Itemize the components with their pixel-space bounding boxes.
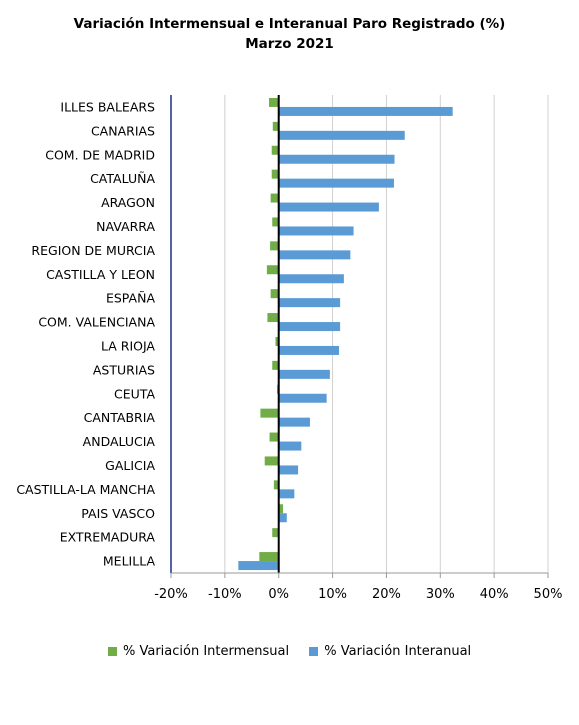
chart-subtitle: Marzo 2021 [245,36,334,52]
category-label: LA RIOJA [101,338,155,353]
bar-intermensual [272,121,279,131]
bar-intermensual [269,97,279,107]
bar-interanual [278,298,341,308]
bar-interanual [278,465,299,475]
bar-interanual [278,226,354,236]
x-tick-label: -10% [208,587,242,602]
legend-label-interanual: % Variación Interanual [324,644,472,659]
bar-interanual [238,561,279,571]
bar-intermensual [272,217,279,227]
bar-interanual [278,369,330,379]
chart-title-main: Variación Intermensual e Interanual Paro… [73,16,506,32]
x-tick-label: 10% [318,587,347,602]
category-label: GALICIA [105,458,155,473]
bar-interanual [278,489,295,499]
x-tick-label: -20% [154,587,188,602]
bar-interanual [278,202,379,212]
bar-intermensual [273,480,279,490]
x-tick-label: 0% [268,587,289,602]
bar-intermensual [272,528,279,538]
bar-interanual [278,322,341,332]
category-label: CASTILLA Y LEON [46,267,155,282]
bar-interanual [278,513,287,523]
category-label: CEUTA [114,386,155,401]
category-label: ASTURIAS [93,362,155,377]
category-label: COM. DE MADRID [45,147,155,162]
category-label: ARAGON [101,195,155,210]
bar-intermensual [269,432,279,442]
category-label: ESPAÑA [106,291,155,306]
bar-intermensual [267,313,279,323]
category-label: CATALUÑA [90,171,155,186]
category-label: MELILLA [103,554,156,569]
x-tick-label: 20% [372,587,401,602]
bar-interanual [278,393,327,403]
bar-intermensual [275,336,279,346]
x-tick-label: 40% [480,587,509,602]
bar-intermensual [266,265,279,275]
legend-label-intermensual: % Variación Intermensual [123,644,290,659]
bar-interanual [278,130,405,140]
x-tick-label: 50% [534,587,563,602]
bar-interanual [278,178,394,188]
category-label: CASTILLA-LA MANCHA [16,482,155,497]
legend-swatch-interanual [309,647,319,656]
bar-interanual [278,106,453,116]
bar-intermensual [272,360,279,370]
bar-interanual [278,345,340,355]
category-label: CANARIAS [91,123,155,138]
bar-intermensual [270,193,279,203]
bar-interanual [278,250,351,260]
category-label: COM. VALENCIANA [38,315,155,330]
category-label: REGION DE MURCIA [31,243,155,258]
chart-title: Variación Intermensual e Interanual Paro… [0,14,579,54]
bar-intermensual [270,241,279,251]
legend: % Variación Intermensual % Variación Int… [108,644,487,660]
bar-intermensual [260,408,279,418]
bar-intermensual [271,169,279,179]
bar-intermensual [278,504,284,514]
category-label: ILLES BALEARS [60,99,155,114]
legend-item-interanual: % Variación Interanual [309,644,471,659]
bar-intermensual [270,289,279,299]
bar-intermensual [271,145,279,155]
bar-interanual [278,274,344,284]
bar-interanual [278,417,310,427]
bar-intermensual [259,552,279,562]
category-label: CANTABRIA [84,410,156,425]
category-label: NAVARRA [96,219,155,234]
category-label: EXTREMADURA [60,530,156,545]
legend-swatch-intermensual [108,647,117,656]
bar-intermensual [264,456,279,466]
bar-interanual [278,154,395,164]
x-tick-label: 30% [426,587,455,602]
category-label: PAIS VASCO [81,506,155,521]
category-label: ANDALUCIA [83,434,156,449]
legend-item-intermensual: % Variación Intermensual [108,644,289,659]
bar-interanual [278,441,302,451]
